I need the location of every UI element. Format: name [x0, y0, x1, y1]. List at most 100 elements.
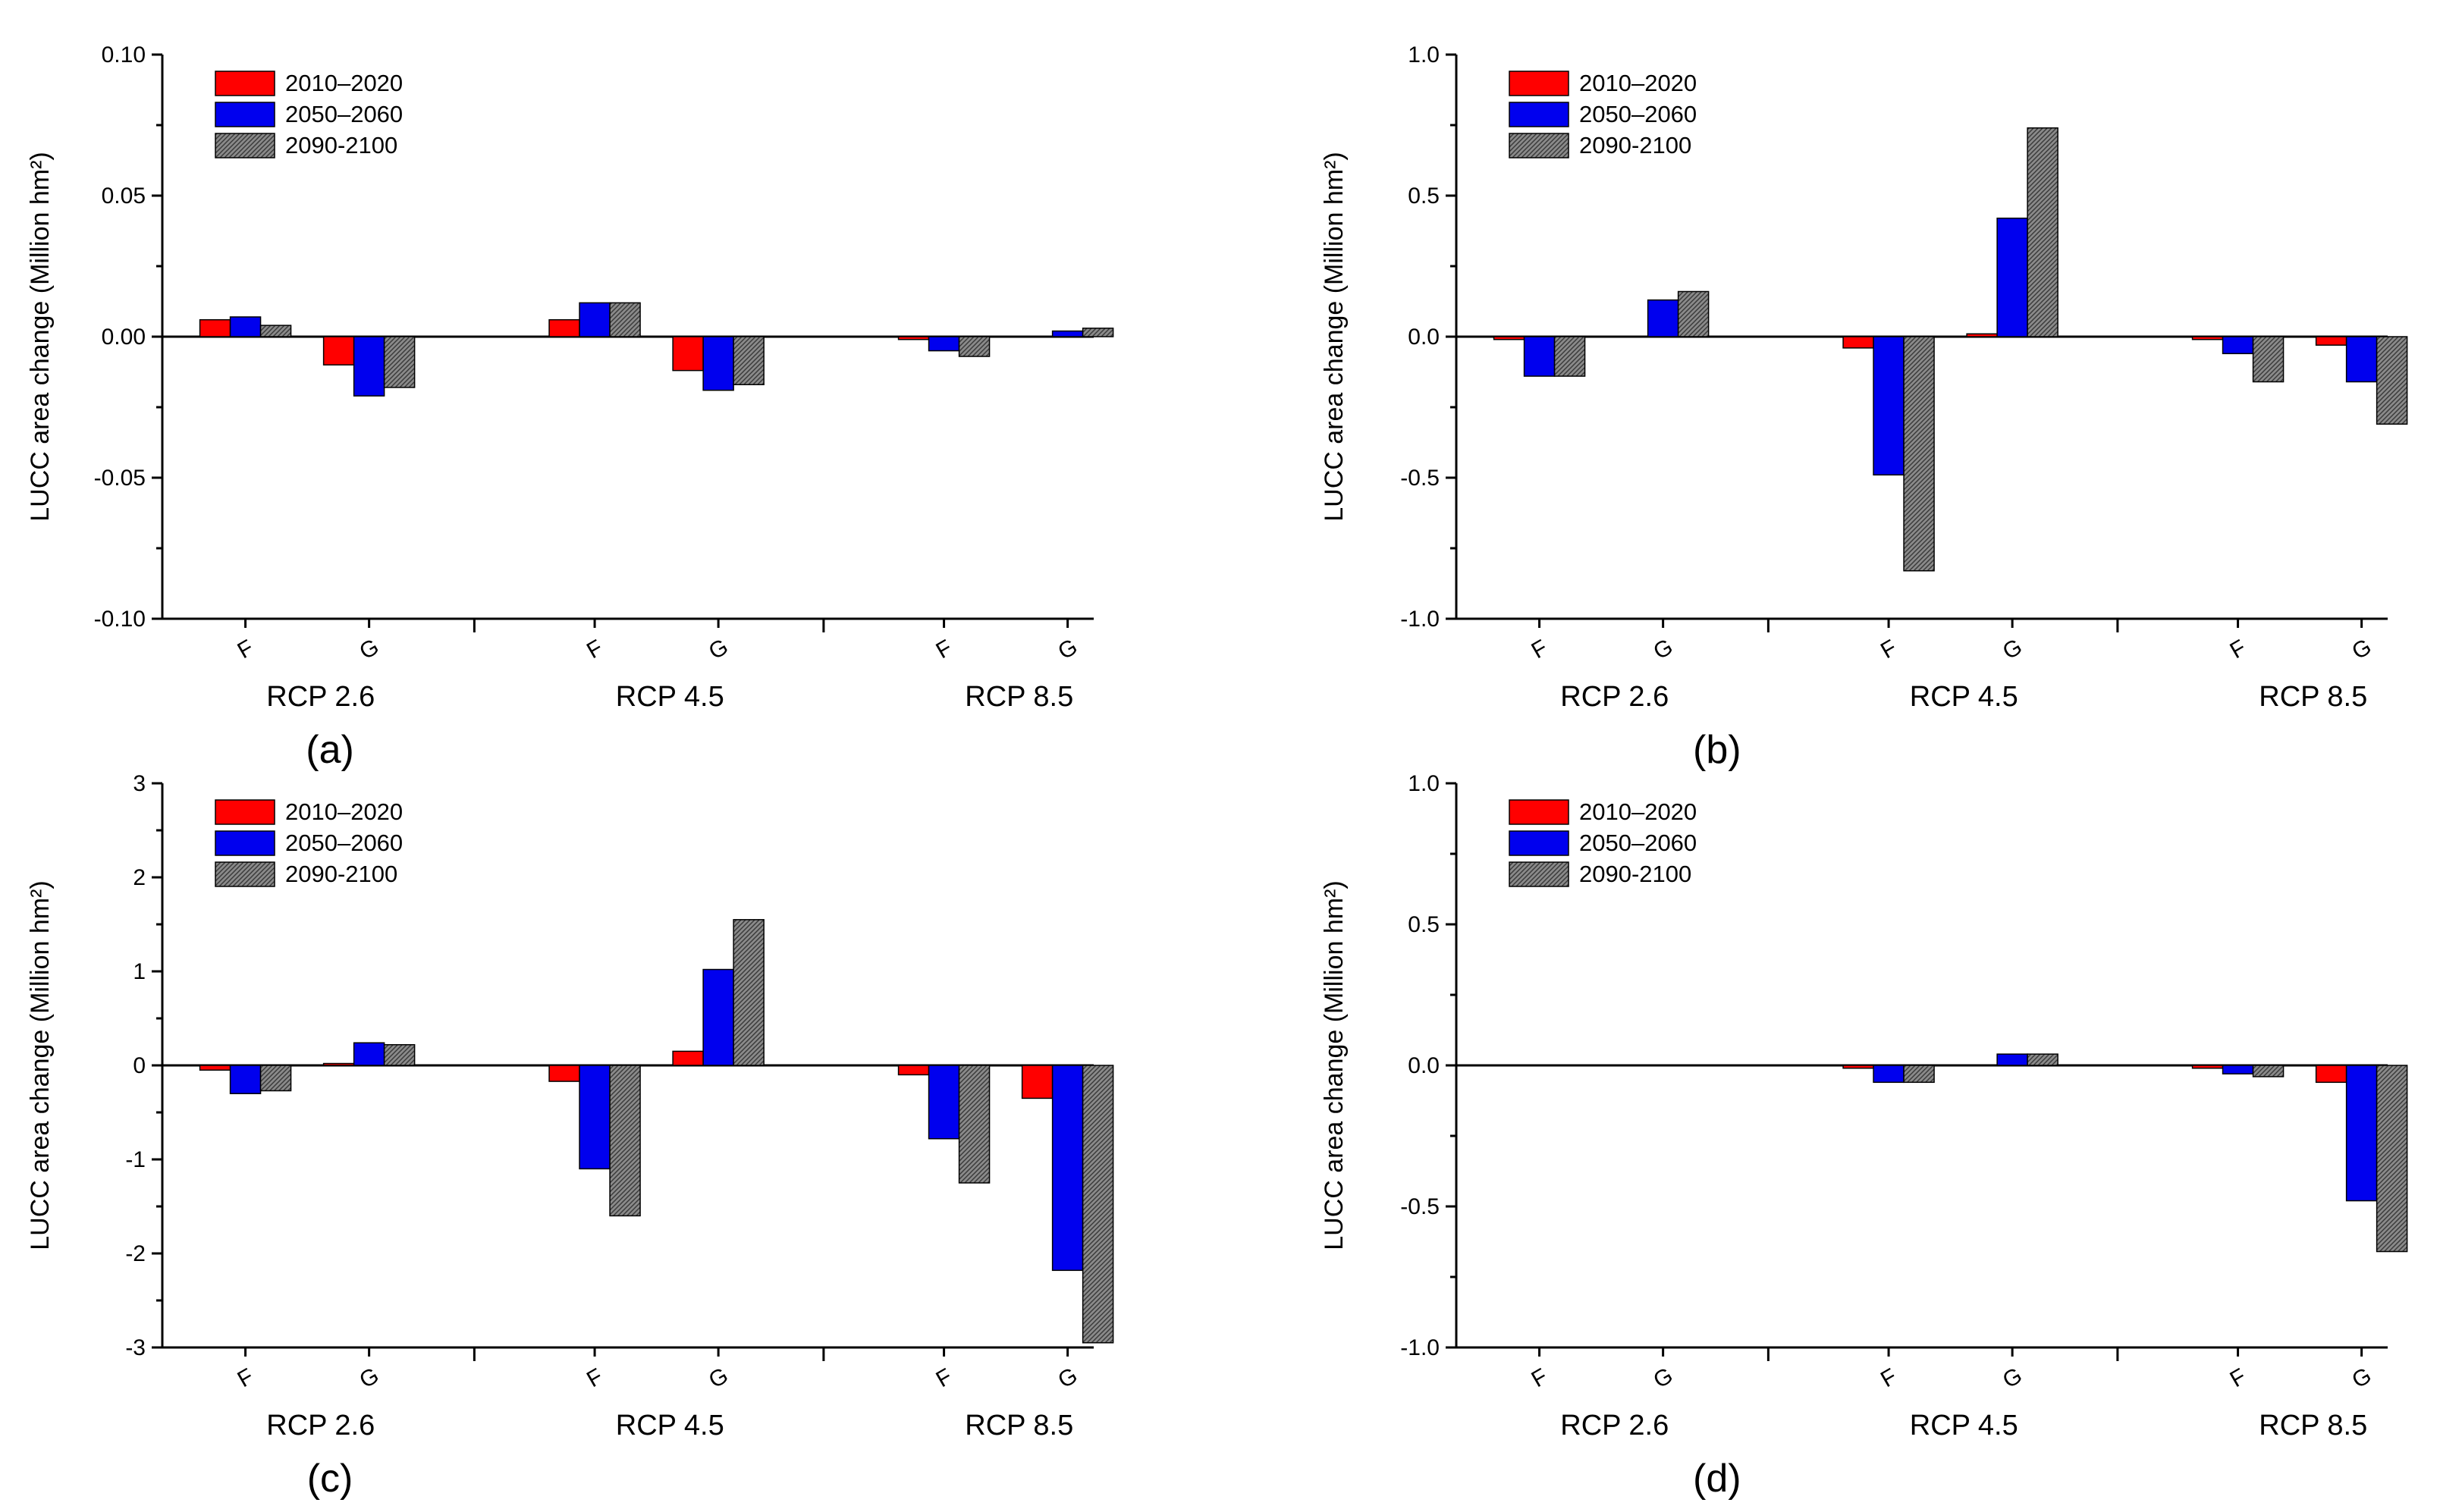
bar-f-2: [928, 336, 960, 352]
panel-label: (b): [1693, 728, 1741, 772]
bar-g-2: [1051, 1065, 1084, 1272]
x-category-label: G: [2348, 634, 2376, 664]
legend-label: 2050–2060: [285, 830, 403, 856]
bar-g-1: [322, 336, 355, 365]
bar-g-2: [1996, 1053, 2028, 1066]
bar-g-1: [2315, 336, 2347, 346]
bar-g-3: [733, 336, 765, 385]
bar-g-3: [2376, 336, 2408, 425]
bar-g-1: [322, 1062, 355, 1066]
x-category-label: G: [1650, 1363, 1678, 1393]
y-tick-label: -0.5: [1400, 466, 1440, 491]
y-tick-label: -1: [125, 1147, 146, 1172]
y-tick-label: -1.0: [1400, 607, 1440, 632]
panel-label: (d): [1693, 1457, 1741, 1501]
y-tick-label: 0.5: [1408, 184, 1440, 209]
bar-f-1: [1493, 336, 1525, 340]
bar-f-3: [1903, 1065, 1935, 1084]
legend-swatch: [1509, 102, 1569, 127]
x-category-label: F: [583, 635, 607, 664]
y-tick-label: -0.05: [94, 466, 146, 491]
y-axis-label: LUCC area change (Million hm²): [26, 880, 55, 1250]
bar-f-2: [928, 1065, 960, 1140]
x-category-label: G: [1054, 634, 1082, 664]
x-category-label: G: [356, 634, 384, 664]
legend-label: 2050–2060: [1579, 101, 1697, 127]
bar-f-3: [259, 325, 292, 337]
x-category-label: F: [932, 635, 956, 664]
bar-f-3: [2252, 336, 2285, 383]
y-tick-label: 1: [133, 959, 146, 984]
bar-g-2: [2345, 336, 2378, 383]
group-label: RCP 4.5: [1910, 681, 2018, 713]
bar-g-3: [1677, 290, 1710, 337]
y-tick-label: -0.5: [1400, 1194, 1440, 1219]
group-label: RCP 8.5: [965, 1410, 1073, 1441]
y-tick-label: 0.0: [1408, 1053, 1440, 1078]
bar-f-2: [2222, 1065, 2254, 1074]
legend-swatch: [1509, 71, 1569, 96]
chart-panel-a: 0.10 0.05 0.00 -0.05 -0.10 LUCC area change (…: [26, 42, 1114, 772]
legend-label: 2010–2020: [285, 798, 403, 825]
y-tick-label: -3: [125, 1335, 146, 1360]
x-category-label: F: [1876, 635, 1901, 664]
y-tick-label: -0.10: [94, 607, 146, 632]
chart-panel-c: 3 2 1 0 -1 -2 -3 LUCC area change (Million hm²)…: [26, 771, 1114, 1501]
legend-swatch: [215, 102, 275, 127]
bar-f-3: [958, 1065, 991, 1184]
y-axis-label: LUCC area change (Million hm²): [26, 152, 55, 522]
legend-label: 2090-2100: [285, 132, 397, 158]
bar-g-2: [1647, 299, 1679, 337]
group-label: RCP 8.5: [965, 681, 1073, 713]
legend-swatch: [1509, 799, 1569, 825]
legend-label: 2010–2020: [285, 70, 403, 96]
bar-f-3: [2252, 1065, 2285, 1078]
group-label: RCP 2.6: [1560, 681, 1669, 713]
legend-swatch: [1509, 830, 1569, 856]
bar-f-1: [548, 1065, 580, 1082]
x-category-label: F: [2226, 635, 2250, 664]
bar-g-1: [672, 336, 704, 372]
legend-label: 2010–2020: [1579, 70, 1697, 96]
legend-swatch: [215, 71, 275, 96]
bar-f-2: [1523, 336, 1556, 377]
legend-label: 2090-2100: [1579, 861, 1691, 887]
group-label: RCP 8.5: [2259, 681, 2367, 713]
y-tick-label: -2: [125, 1241, 146, 1266]
bar-f-1: [897, 336, 930, 340]
bar-f-3: [1903, 336, 1935, 572]
bar-g-3: [2027, 1053, 2058, 1066]
legend-label: 2090-2100: [1579, 132, 1691, 158]
y-tick-label: -1.0: [1400, 1335, 1440, 1360]
bar-f-2: [579, 302, 611, 337]
group-label: RCP 2.6: [266, 681, 375, 713]
x-category-label: G: [705, 634, 733, 664]
bar-f-2: [1873, 1065, 1905, 1084]
bar-g-3: [1082, 328, 1114, 337]
legend-swatch: [1509, 861, 1569, 887]
bar-g-2: [353, 336, 385, 397]
bar-f-3: [609, 1065, 641, 1217]
x-category-label: F: [1528, 635, 1552, 664]
group-label: RCP 8.5: [2259, 1410, 2367, 1441]
x-category-label: G: [1054, 1363, 1082, 1393]
bar-g-2: [702, 968, 734, 1066]
bar-g-2: [353, 1042, 385, 1066]
y-tick-label: 1.0: [1408, 42, 1440, 67]
bar-g-3: [2027, 127, 2058, 337]
bar-f-2: [1873, 336, 1905, 476]
x-category-label: G: [1999, 1363, 2027, 1393]
group-label: RCP 4.5: [616, 1410, 724, 1441]
y-axis-label: LUCC area change (Million hm²): [1320, 152, 1349, 522]
bar-g-3: [733, 919, 765, 1066]
bar-g-3: [2376, 1065, 2408, 1253]
x-category-label: F: [234, 1364, 258, 1393]
bar-g-1: [2315, 1065, 2347, 1084]
panel-label: (a): [306, 728, 354, 772]
y-tick-label: 1.0: [1408, 771, 1440, 796]
y-tick-label: 0.5: [1408, 912, 1440, 937]
x-category-label: F: [1876, 1364, 1901, 1393]
x-category-label: G: [1999, 634, 2027, 664]
panel-label: (c): [307, 1457, 353, 1501]
